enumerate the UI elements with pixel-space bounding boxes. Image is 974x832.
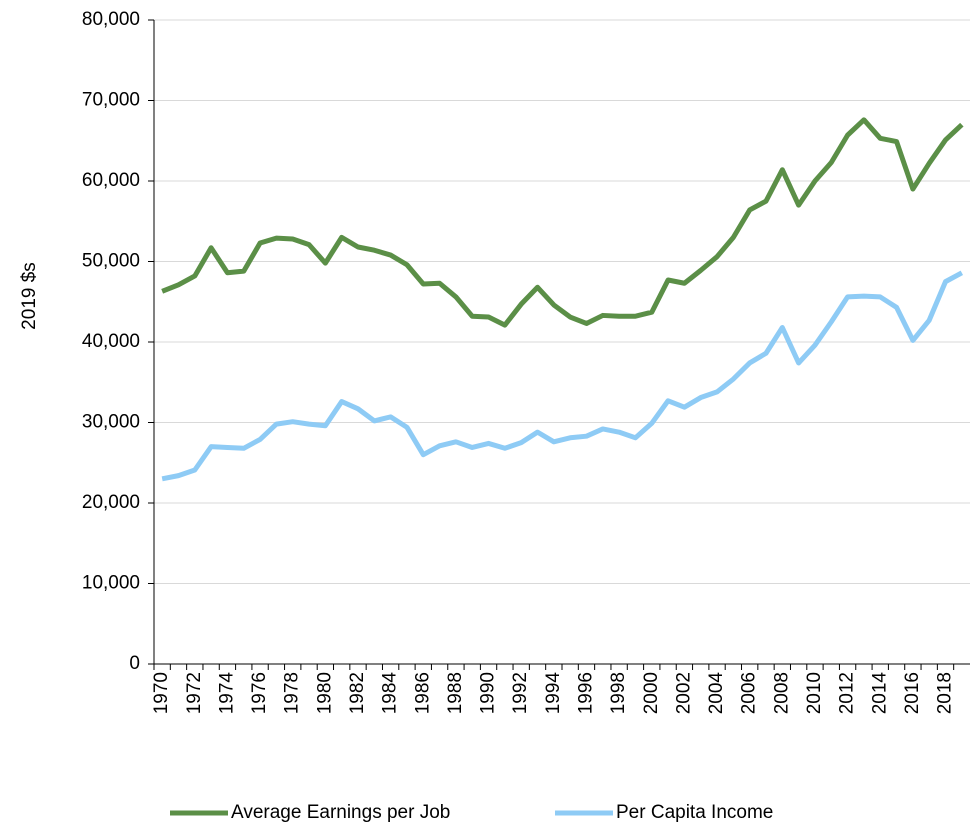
y-tick-label: 10,000 [82, 573, 140, 594]
x-tick-label: 1970 [151, 672, 172, 714]
y-tick-label: 20,000 [82, 492, 140, 513]
x-tick-label: 1992 [510, 672, 531, 714]
x-tick-label: 1986 [412, 672, 433, 714]
y-tick-label: 60,000 [82, 170, 140, 191]
series-line [161, 270, 964, 482]
x-tick-label: 1972 [184, 672, 205, 714]
x-tick-label: 2014 [869, 672, 890, 715]
x-tick-label: 1984 [380, 672, 401, 715]
y-tick-label: 70,000 [82, 90, 140, 111]
y-tick-label: 30,000 [82, 412, 140, 433]
x-tick-label: 2002 [673, 672, 694, 714]
x-tick-label: 1996 [575, 672, 596, 714]
series-line [161, 117, 964, 328]
x-tick-label: 1998 [608, 672, 629, 714]
y-tick-label: 40,000 [82, 331, 140, 352]
x-tick-label: 1980 [314, 672, 335, 714]
legend-label: Per Capita Income [616, 802, 773, 823]
x-tick-label: 2016 [902, 672, 923, 714]
x-tick-label: 1994 [543, 672, 564, 715]
x-tick-label: 2000 [641, 672, 662, 714]
y-tick-label: 80,000 [82, 9, 140, 30]
x-tick-label: 1976 [249, 672, 270, 714]
x-tick-label: 2010 [804, 672, 825, 714]
y-axis-label: 2019 $s [19, 262, 40, 330]
x-tick-label: 1982 [347, 672, 368, 714]
x-tick-label: 1974 [216, 672, 237, 715]
y-tick-label: 0 [129, 653, 140, 674]
x-tick-label: 1978 [282, 672, 303, 714]
x-tick-label: 2018 [935, 672, 956, 714]
x-tick-label: 2008 [771, 672, 792, 714]
x-tick-label: 2004 [706, 672, 727, 715]
x-tick-label: 2012 [837, 672, 858, 714]
legend-label: Average Earnings per Job [231, 802, 450, 823]
x-tick-label: 2006 [739, 672, 760, 714]
y-tick-label: 50,000 [82, 251, 140, 272]
x-tick-label: 1988 [445, 672, 466, 714]
x-tick-label: 1990 [478, 672, 499, 714]
